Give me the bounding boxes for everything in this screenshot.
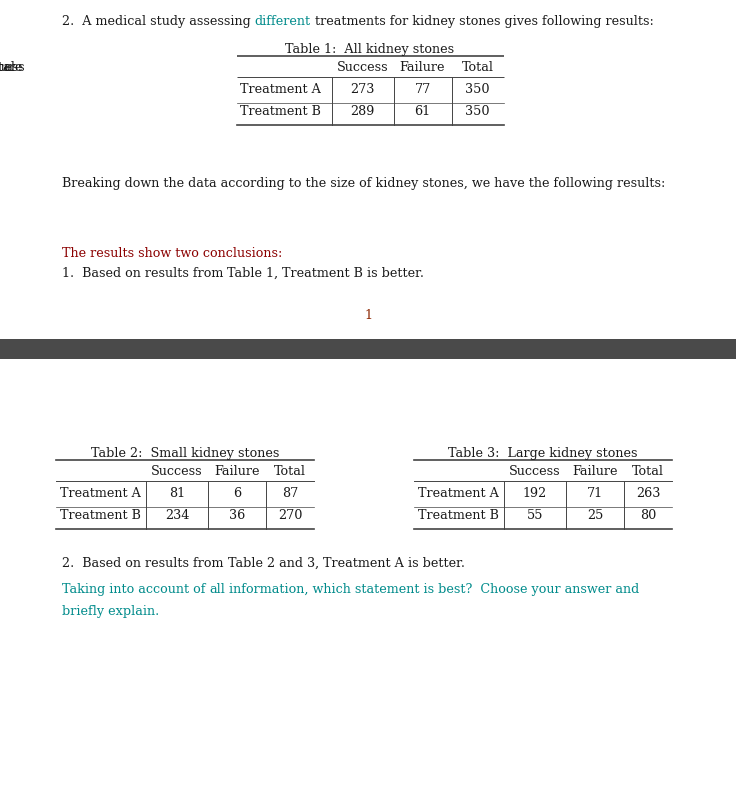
Text: Failure: Failure [573,465,618,478]
Text: Failure: Failure [214,465,260,478]
Text: 25: 25 [587,509,604,522]
Text: Success: Success [509,465,561,478]
Bar [0,339,736,359]
Text: briefly explain.: briefly explain. [62,605,159,618]
Text: Table 1:  All kidney stones: Table 1: All kidney stones [286,43,455,56]
Text: 77: 77 [414,83,431,96]
Text: Total: Total [632,465,664,478]
Text: Table 2 and 3: Table 2 and 3 [227,557,314,570]
Text: Failure: Failure [0,61,23,74]
Text: Breaking down the data according to the size of kidney stones, we have the follo: Breaking down the data according to the … [62,177,665,190]
Text: is better.: is better. [364,267,425,280]
Text: Treatment A: Treatment A [60,487,141,500]
Text: 350: 350 [465,83,489,96]
Text: 263: 263 [636,487,660,500]
Text: 6: 6 [233,487,241,500]
Text: Failure: Failure [400,61,445,74]
Text: Total: Total [0,61,16,74]
Text: Success: Success [0,61,26,74]
Text: Success: Success [151,465,203,478]
Text: Treatment A: Treatment A [241,83,322,96]
Text: Treatment B: Treatment B [283,267,364,280]
Text: 2.  A medical study assessing: 2. A medical study assessing [62,15,255,28]
Text: treatments for kidney stones gives following results:: treatments for kidney stones gives follo… [311,15,654,28]
Text: ,: , [275,267,283,280]
Text: 55: 55 [527,509,543,522]
Text: Table 1: Table 1 [227,267,275,280]
Text: different: different [255,15,311,28]
Text: Table 2:  Small kidney stones: Table 2: Small kidney stones [91,447,279,460]
Text: is better.: is better. [403,557,464,570]
Text: 2.  Based on results from: 2. Based on results from [62,557,227,570]
Text: 87: 87 [282,487,298,500]
Text: 1: 1 [364,309,372,322]
Text: 192: 192 [523,487,547,500]
Text: 71: 71 [587,487,603,500]
Text: Total: Total [274,465,306,478]
Text: Success: Success [336,61,389,74]
Text: Taking into account of: Taking into account of [62,583,210,596]
Text: The results show two conclusions:: The results show two conclusions: [62,247,283,260]
Text: 234: 234 [165,509,189,522]
Text: 80: 80 [640,509,656,522]
Text: Treatment B: Treatment B [418,509,499,522]
Text: Treatment B: Treatment B [241,105,322,118]
Text: 273: 273 [350,83,375,96]
Text: 350: 350 [465,105,489,118]
Text: 81: 81 [169,487,185,500]
Text: 1.  Based on results from: 1. Based on results from [62,267,227,280]
Text: information, which statement is best?  Choose your answer and: information, which statement is best? Ch… [225,583,640,596]
Text: all: all [210,583,225,596]
Text: ,: , [314,557,323,570]
Text: Total: Total [461,61,494,74]
Text: 36: 36 [229,509,245,522]
Text: 289: 289 [350,105,375,118]
Text: Treatment A: Treatment A [323,557,403,570]
Text: 270: 270 [277,509,302,522]
Text: 61: 61 [414,105,431,118]
Text: Treatment B: Treatment B [60,509,141,522]
Text: Table 3:  Large kidney stones: Table 3: Large kidney stones [448,447,638,460]
Text: Treatment A: Treatment A [418,487,499,500]
